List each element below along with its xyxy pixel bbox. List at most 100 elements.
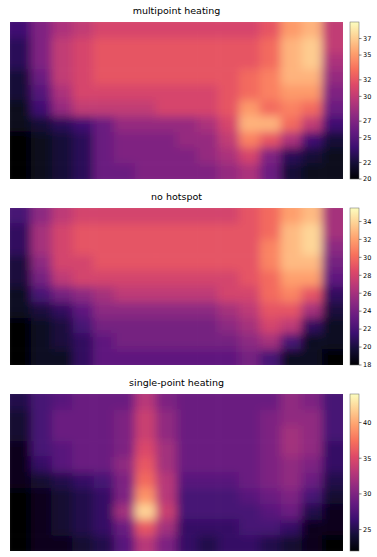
heat-cell [135, 255, 156, 271]
heat-cell [260, 163, 281, 179]
heat-cell [322, 208, 343, 224]
heat-cell [260, 457, 281, 473]
heat-cell [301, 132, 322, 148]
heat-cell [52, 410, 73, 426]
colorbar-tick-label: 30 [363, 254, 371, 262]
heat-cell [31, 473, 52, 489]
heat-cell [52, 132, 73, 148]
heat-cell [218, 53, 239, 69]
heat-cell [239, 488, 260, 504]
heat-cell [177, 148, 198, 164]
heat-cell [114, 271, 135, 287]
heat-cell [72, 488, 93, 504]
heat-cell [72, 441, 93, 457]
heat-cell [260, 38, 281, 54]
heat-cell [322, 535, 343, 551]
heat-cell [10, 53, 31, 69]
heat-cell [301, 318, 322, 334]
heat-cell [156, 457, 177, 473]
heat-cell [10, 85, 31, 101]
heat-cell [260, 318, 281, 334]
heat-cell [135, 85, 156, 101]
heat-cell [72, 22, 93, 38]
heat-cell [239, 22, 260, 38]
colorbar-tick-label: 22 [363, 159, 371, 167]
heat-cell [156, 473, 177, 489]
heat-cell [114, 349, 135, 365]
heat-cell [239, 163, 260, 179]
heat-cell [72, 394, 93, 410]
heat-cell [260, 334, 281, 350]
heat-cell [301, 255, 322, 271]
heat-cell [281, 85, 302, 101]
heat-cell [52, 535, 73, 551]
heat-cell [260, 239, 281, 255]
heat-cell [114, 38, 135, 54]
heat-cell [197, 163, 218, 179]
colorbar-tick-label: 40 [363, 419, 371, 427]
heat-cell [93, 394, 114, 410]
heat-cell [114, 318, 135, 334]
heat-cell [301, 504, 322, 520]
heat-cell [301, 287, 322, 303]
heat-cell [260, 224, 281, 240]
heat-cell [52, 85, 73, 101]
heat-cell [322, 53, 343, 69]
heatmap-cells [10, 394, 343, 551]
heat-cell [322, 318, 343, 334]
heat-cell [93, 425, 114, 441]
heat-cell [197, 239, 218, 255]
heat-cell [72, 520, 93, 536]
heat-cell [197, 349, 218, 365]
heat-cell [93, 504, 114, 520]
heat-cell [281, 488, 302, 504]
heat-cell [239, 504, 260, 520]
heat-cell [72, 239, 93, 255]
heat-cell [197, 85, 218, 101]
heat-cell [239, 473, 260, 489]
heat-cell [93, 38, 114, 54]
heat-cell [72, 504, 93, 520]
heat-cell [114, 394, 135, 410]
heat-cell [93, 163, 114, 179]
heat-cell [260, 148, 281, 164]
heat-cell [239, 271, 260, 287]
heat-cell [218, 69, 239, 85]
colorbar-tick [359, 79, 362, 80]
heat-cell [156, 425, 177, 441]
heat-cell [218, 394, 239, 410]
heat-cell [301, 208, 322, 224]
heat-cell [281, 410, 302, 426]
heat-cell [322, 22, 343, 38]
colorbar-tick [359, 257, 362, 258]
heat-cell [10, 101, 31, 117]
heat-cell [260, 394, 281, 410]
colorbar-tick-label: 20 [363, 175, 371, 183]
colorbar-tick-label: 28 [363, 272, 371, 280]
heat-cell [72, 318, 93, 334]
heat-cell [52, 101, 73, 117]
heat-cell [322, 163, 343, 179]
heat-cell [260, 132, 281, 148]
heat-cell [72, 163, 93, 179]
colorbar-tick-label: 25 [363, 134, 371, 142]
heat-cell [31, 425, 52, 441]
heat-cell [239, 116, 260, 132]
heat-cell [156, 148, 177, 164]
heat-cell [177, 69, 198, 85]
heat-cell [301, 116, 322, 132]
heat-cell [31, 255, 52, 271]
heat-cell [52, 271, 73, 287]
heat-cell [135, 535, 156, 551]
heat-cell [93, 410, 114, 426]
heat-cell [197, 394, 218, 410]
heat-cell [218, 334, 239, 350]
heat-cell [52, 53, 73, 69]
heat-cell [52, 504, 73, 520]
heat-cell [218, 302, 239, 318]
colorbar-tick [359, 529, 362, 530]
heat-cell [156, 334, 177, 350]
heat-cell [281, 53, 302, 69]
heat-cell [93, 535, 114, 551]
heat-cell [10, 488, 31, 504]
